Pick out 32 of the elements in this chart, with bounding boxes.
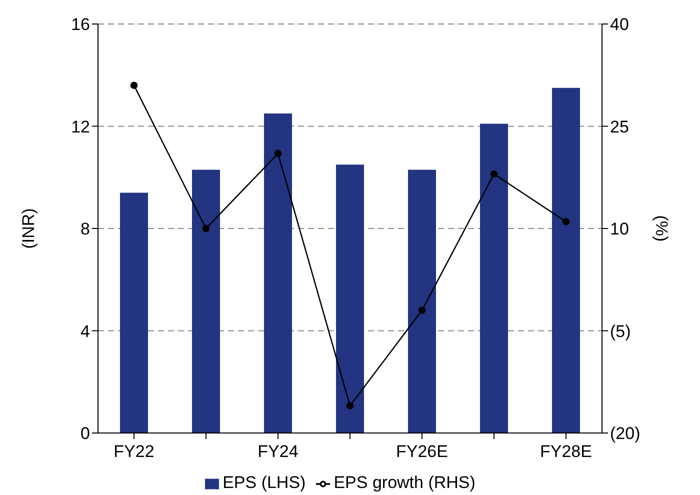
y2-tick-label: 40 [610, 15, 629, 34]
legend-label: EPS (LHS) [222, 473, 306, 492]
y2-tick-label: (20) [610, 424, 640, 444]
y-tick-label: 8 [80, 220, 90, 239]
bar [408, 170, 436, 433]
legend-label: EPS growth (RHS) [334, 473, 476, 492]
bar [120, 192, 148, 433]
y2-tick-label: (5) [610, 322, 631, 341]
bar [192, 170, 220, 433]
y-tick-label: 0 [80, 424, 90, 444]
y-tick-label: 16 [71, 15, 90, 34]
y2-axis-title: (%) [652, 215, 671, 242]
point [346, 402, 354, 410]
point [562, 218, 570, 226]
x-tick-label: FY28E [540, 442, 592, 462]
x-tick-label: FY26E [396, 442, 448, 462]
x-tick-label: FY24 [258, 442, 298, 462]
bar [264, 113, 292, 433]
point [202, 224, 210, 232]
x-tick-label: FY22 [114, 442, 154, 462]
point [418, 306, 426, 314]
bar [480, 124, 508, 433]
y2-tick-label: 10 [610, 220, 629, 239]
y-tick-label: 12 [71, 117, 90, 136]
y-tick-label: 4 [80, 322, 90, 341]
point [274, 150, 282, 158]
y-axis-title: (INR) [19, 208, 38, 249]
point [490, 170, 498, 178]
bar [336, 164, 364, 433]
bar [552, 88, 580, 433]
y2-tick-label: 25 [610, 117, 629, 136]
point [130, 82, 138, 89]
